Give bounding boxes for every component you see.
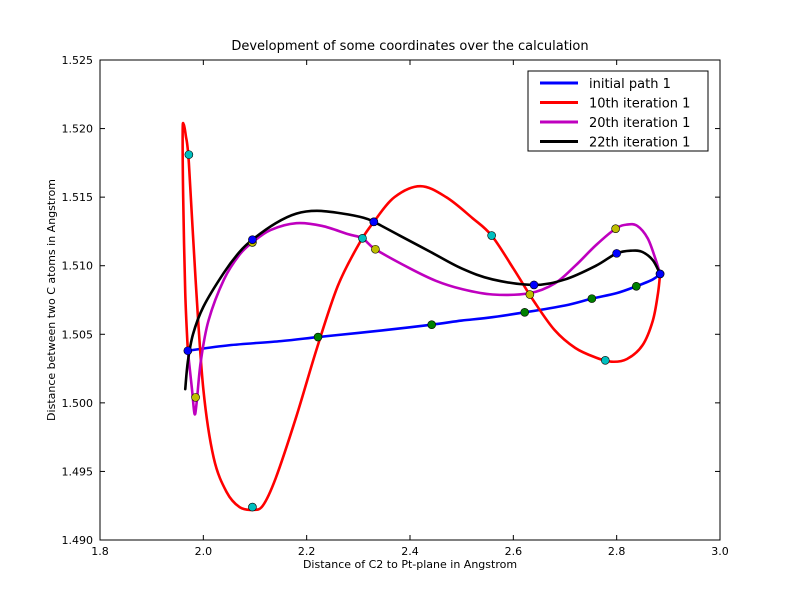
legend: initial path 1 10th iteration 1 20th itera…: [527, 70, 709, 152]
y-tick-label: 1.525: [62, 54, 94, 67]
y-tick-label: 1.495: [62, 465, 94, 478]
series-2-point: [248, 502, 257, 512]
x-tick-label: 2.8: [608, 545, 626, 558]
y-tick-label: 1.490: [62, 534, 94, 547]
series-3-point: [371, 244, 380, 254]
y-tick-label: 1.520: [62, 123, 94, 136]
y-tick-label: 1.500: [62, 397, 94, 410]
plot-area: 1.8 2.0 2.2 2.4 2.6 2.8 3.0 1.490 1.495 1.500 1.50…: [62, 54, 729, 558]
legend-entry-label: 22th iteration 1: [589, 136, 690, 151]
x-tick-label: 2.6: [505, 545, 523, 558]
y-axis-label: Distance between two C atoms in Angstrom: [45, 179, 58, 421]
series-1-point: [183, 346, 193, 356]
chart-title: Development of some coordinates over the…: [231, 39, 588, 54]
legend-entry-label: 10th iteration 1: [589, 97, 690, 112]
y-tick-label: 1.510: [62, 260, 94, 273]
series-3-point: [191, 393, 200, 402]
series-2-point: [600, 356, 610, 365]
series-lines: [181, 121, 662, 512]
series-line-1: [186, 272, 662, 353]
series-4-point: [369, 217, 379, 227]
series-2-point: [487, 231, 496, 240]
x-tick-label: 2.0: [195, 545, 213, 558]
series-4-point: [612, 249, 621, 258]
x-tick-label: 2.2: [298, 545, 316, 558]
series-line-2: [181, 121, 662, 512]
series-3-point: [611, 224, 620, 233]
x-tick-label: 1.8: [91, 545, 109, 558]
series-1-point: [313, 332, 323, 342]
y-tick-label: 1.515: [62, 191, 94, 204]
x-tick-label: 2.4: [401, 545, 419, 558]
x-axis-label: Distance of C2 to Pt-plane in Angstrom: [303, 558, 517, 571]
series-3-point: [358, 233, 367, 243]
series-2-point: [655, 269, 665, 279]
series-4-point: [248, 235, 257, 244]
x-tick-label: 3.0: [711, 545, 729, 558]
series-1-point: [631, 281, 641, 291]
series-2-point: [184, 150, 194, 159]
legend-entry-label: initial path 1: [589, 77, 671, 92]
series-3-point: [525, 290, 535, 299]
series-1-point: [587, 294, 597, 303]
series-4-point: [529, 280, 539, 290]
series-1-point: [520, 308, 530, 317]
series-line-3: [186, 221, 662, 416]
y-tick-label: 1.505: [62, 328, 94, 341]
legend-entry-label: 20th iteration 1: [589, 116, 690, 131]
series-markers: [183, 150, 665, 512]
series-1-point: [427, 320, 437, 329]
